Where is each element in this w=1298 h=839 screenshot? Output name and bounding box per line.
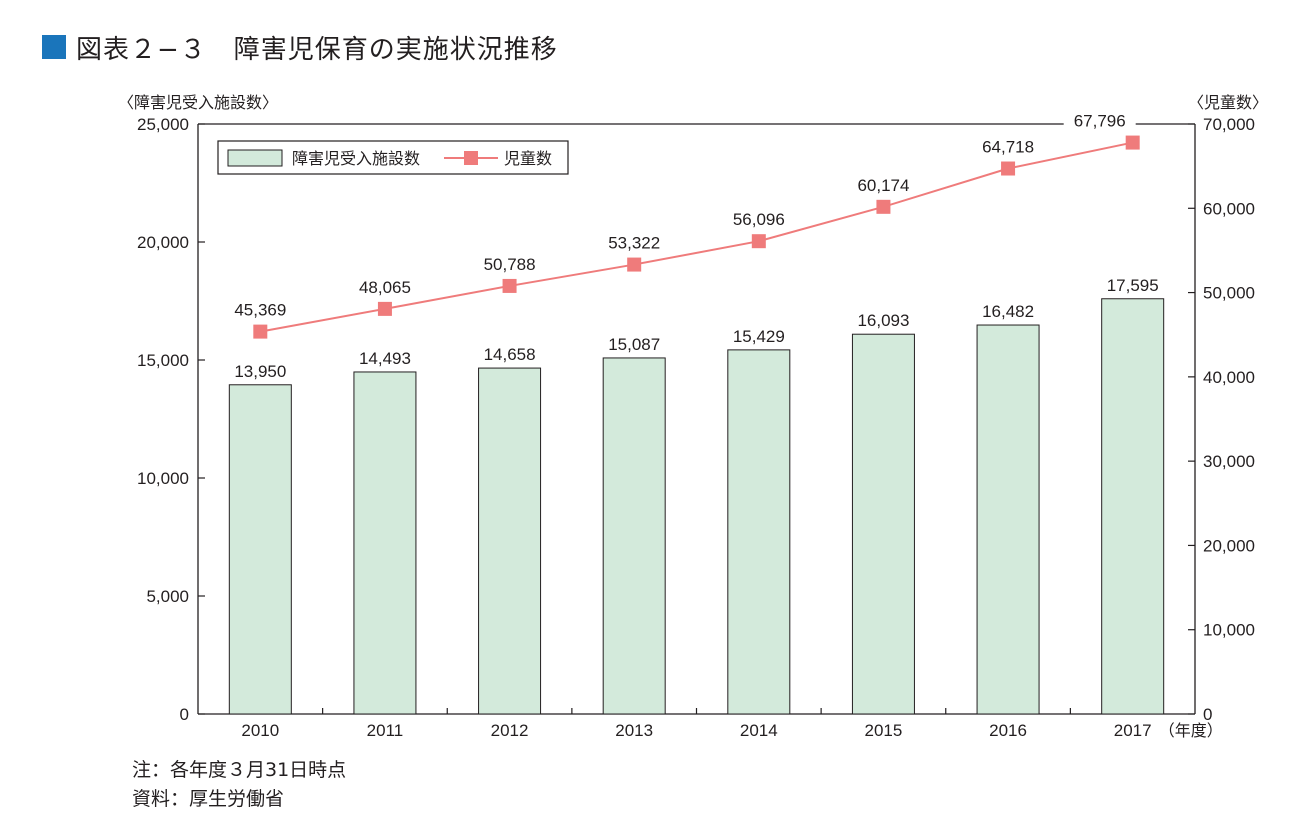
right-tick-label: 20,000 (1203, 536, 1255, 555)
bar-data-label: 14,658 (484, 345, 536, 364)
bar (478, 367, 542, 715)
bar-data-label: 17,595 (1107, 276, 1159, 295)
line-data-label: 64,718 (982, 138, 1034, 157)
right-tick-label: 50,000 (1203, 284, 1255, 303)
right-tick-label: 60,000 (1203, 199, 1255, 218)
right-tick-label: 40,000 (1203, 368, 1255, 387)
line-point (502, 278, 517, 293)
bar-series (228, 298, 1165, 715)
x-tick-label: 2012 (491, 721, 529, 740)
bar-data-label: 16,093 (857, 311, 909, 330)
chart-title: 図表２−３ 障害児保育の実施状況推移 (42, 30, 558, 65)
bar (1101, 298, 1165, 715)
right-tick-label: 30,000 (1203, 452, 1255, 471)
line-label-background (1063, 109, 1136, 132)
legend: 障害児受入施設数 児童数 (217, 140, 569, 175)
line-data-label: 53,322 (608, 234, 660, 253)
line-data-label: 67,796 (1074, 112, 1126, 131)
x-tick-label: 2010 (241, 721, 279, 740)
left-tick-label: 5,000 (146, 587, 189, 606)
legend-line-label: 児童数 (504, 149, 552, 168)
right-tick-label: 0 (1203, 705, 1212, 724)
line-data-label: 50,788 (484, 255, 536, 274)
line-point (253, 324, 268, 339)
line-point (1125, 135, 1140, 150)
bar (851, 333, 915, 715)
notes: 注：各年度３月31日時点 資料：厚生労働省 (132, 756, 346, 814)
left-axis-title: 〈障害児受入施設数〉 (118, 93, 278, 112)
bar-data-label: 16,482 (982, 302, 1034, 321)
series-line (260, 141, 1133, 333)
x-axis-unit: （年度） (1159, 721, 1223, 740)
line-data-label: 56,096 (733, 210, 785, 229)
bar (976, 324, 1040, 715)
bar (602, 357, 666, 715)
line-point (751, 234, 766, 249)
left-tick-label: 15,000 (137, 351, 189, 370)
left-tick-label: 25,000 (137, 115, 189, 134)
line-point (627, 257, 642, 272)
legend-bar-swatch (227, 149, 283, 167)
line-point (1001, 161, 1016, 176)
x-tick-label: 2014 (740, 721, 778, 740)
line-data-label: 48,065 (359, 278, 411, 297)
source-line: 資料：厚生労働省 (132, 788, 285, 810)
line-series (253, 135, 1140, 339)
bar-data-label: 15,087 (608, 335, 660, 354)
note-line: 注：各年度３月31日時点 (132, 759, 347, 781)
title-square-icon (42, 35, 66, 59)
chart-axes: 0 5,000 10,000 15,000 20,000 25,000 0 10,000 20,… (118, 93, 1268, 740)
bar-data-label: 13,950 (234, 362, 286, 381)
x-tick-label: 2016 (989, 721, 1027, 740)
bar-data-label: 14,493 (359, 349, 411, 368)
line-point (377, 301, 392, 316)
right-tick-label: 10,000 (1203, 621, 1255, 640)
x-tick-label: 2015 (865, 721, 903, 740)
data-labels: 13,950 14,493 14,658 15,087 15,429 16,093 16,4… (234, 109, 1159, 381)
bar (228, 384, 292, 715)
bar (353, 371, 417, 715)
left-tick-label: 0 (180, 705, 189, 724)
bar-data-label: 15,429 (733, 327, 785, 346)
x-tick-label: 2011 (367, 721, 404, 740)
chart-title-text: 図表２−３ 障害児保育の実施状況推移 (76, 34, 558, 65)
left-tick-label: 10,000 (137, 469, 189, 488)
x-tick-label: 2013 (615, 721, 653, 740)
line-data-label: 60,174 (857, 176, 909, 195)
right-axis-title: 〈児童数〉 (1188, 93, 1268, 112)
legend-line-marker (464, 151, 478, 165)
line-point (876, 199, 891, 214)
legend-bar-label: 障害児受入施設数 (292, 149, 420, 168)
right-tick-label: 70,000 (1203, 115, 1255, 134)
bar (727, 349, 791, 715)
left-tick-label: 20,000 (137, 233, 189, 252)
x-tick-label: 2017 (1114, 721, 1152, 740)
line-data-label: 45,369 (234, 301, 286, 320)
